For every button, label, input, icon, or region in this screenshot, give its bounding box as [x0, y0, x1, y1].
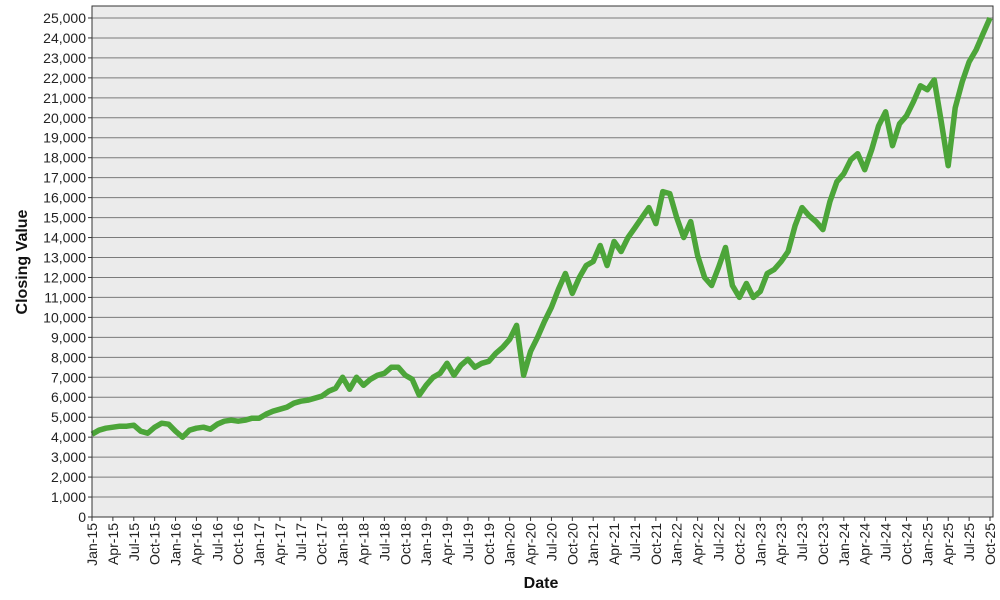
x-tick-label: Jan-25: [919, 523, 935, 566]
x-tick-label: Jul-15: [126, 523, 142, 561]
y-tick-label: 21,000: [43, 90, 86, 106]
x-tick-label: Oct-18: [397, 523, 413, 565]
x-tick-label: Apr-17: [272, 523, 288, 565]
y-tick-label: 0: [78, 509, 86, 525]
y-tick-label: 11,000: [44, 289, 86, 305]
x-tick-label: Jan-16: [168, 523, 184, 566]
x-tick-label: Apr-15: [105, 523, 121, 565]
y-tick-label: 22,000: [43, 70, 86, 86]
y-tick-label: 18,000: [43, 150, 86, 166]
x-tick-label: Apr-18: [355, 523, 371, 565]
x-tick-label: Apr-16: [188, 523, 204, 565]
y-tick-label: 8,000: [51, 349, 86, 365]
y-tick-label: 24,000: [43, 30, 86, 46]
y-tick-label: 1,000: [51, 489, 86, 505]
x-tick-label: Jan-17: [251, 523, 267, 566]
x-tick-label: Apr-22: [690, 523, 706, 565]
x-tick-label: Oct-15: [147, 523, 163, 565]
y-tick-label: 3,000: [51, 449, 86, 465]
x-tick-label: Jul-23: [794, 523, 810, 561]
y-tick-label: 7,000: [51, 369, 86, 385]
x-tick-label: Apr-20: [523, 523, 539, 565]
x-tick-label: Oct-16: [230, 523, 246, 565]
y-tick-label: 17,000: [43, 170, 86, 186]
x-tick-label: Jan-19: [418, 523, 434, 566]
y-tick-label: 5,000: [51, 409, 86, 425]
x-tick-label: Jan-15: [84, 523, 100, 566]
y-tick-label: 23,000: [43, 50, 86, 66]
x-tick-label: Jan-20: [502, 523, 518, 566]
y-tick-label: 25,000: [43, 10, 86, 26]
x-tick-label: Apr-23: [773, 523, 789, 565]
x-tick-label: Jul-19: [460, 523, 476, 561]
x-tick-label: Apr-24: [857, 523, 873, 565]
y-axis-title: Closing Value: [14, 209, 31, 314]
x-tick-label: Jul-16: [209, 523, 225, 561]
x-tick-label: Jan-21: [585, 523, 601, 566]
x-tick-label: Oct-20: [564, 523, 580, 565]
x-tick-label: Oct-23: [815, 523, 831, 565]
gridlines: [92, 17, 993, 518]
x-tick-label: Jul-18: [376, 523, 392, 561]
x-tick-label: Jul-17: [293, 523, 309, 561]
x-tick-label: Oct-17: [314, 523, 330, 565]
x-tick-label: Jul-21: [627, 523, 643, 561]
x-tick-label: Apr-19: [439, 523, 455, 565]
series-line-closing-value: [90, 16, 993, 440]
x-axis-ticks: Jan-15 Apr-15 Jul-15 Oct-15 Jan-16 Apr-16 Jul-…: [84, 517, 998, 566]
y-tick-label: 10,000: [43, 309, 86, 325]
x-tick-label: Jul-20: [543, 523, 559, 561]
y-tick-label: 16,000: [43, 190, 86, 206]
x-tick-label: Jan-18: [335, 523, 351, 566]
x-tick-label: Jul-24: [878, 523, 894, 561]
x-tick-label: Oct-24: [898, 523, 914, 565]
x-tick-label: Oct-22: [731, 523, 747, 565]
y-tick-label: 13,000: [43, 250, 86, 266]
x-tick-label: Jan-23: [752, 523, 768, 566]
x-tick-label: Jan-24: [836, 523, 852, 566]
y-tick-label: 4,000: [51, 429, 86, 445]
x-tick-label: Apr-21: [606, 523, 622, 565]
y-tick-label: 9,000: [51, 329, 86, 345]
y-tick-label: 19,000: [43, 130, 86, 146]
y-tick-label: 12,000: [43, 269, 86, 285]
y-axis-ticks: 0 1,000 2,000 3,000 4,000 5,000 6,000 7,000 8,00…: [43, 10, 92, 525]
x-tick-label: Jul-22: [711, 523, 727, 561]
y-tick-label: 6,000: [51, 389, 86, 405]
x-axis-title: Date: [524, 575, 559, 592]
x-tick-label: Oct-25: [982, 523, 998, 565]
x-tick-label: Oct-19: [481, 523, 497, 565]
plot-area: [92, 6, 993, 517]
x-tick-label: Jul-25: [961, 523, 977, 561]
y-tick-label: 14,000: [43, 230, 86, 246]
x-tick-label: Oct-21: [648, 523, 664, 565]
y-tick-label: 20,000: [43, 110, 86, 126]
x-tick-label: Jan-22: [669, 523, 685, 566]
x-tick-label: Apr-25: [940, 523, 956, 565]
plot-border: [91, 5, 994, 518]
y-tick-label: 2,000: [51, 469, 86, 485]
y-tick-label: 15,000: [43, 210, 86, 226]
